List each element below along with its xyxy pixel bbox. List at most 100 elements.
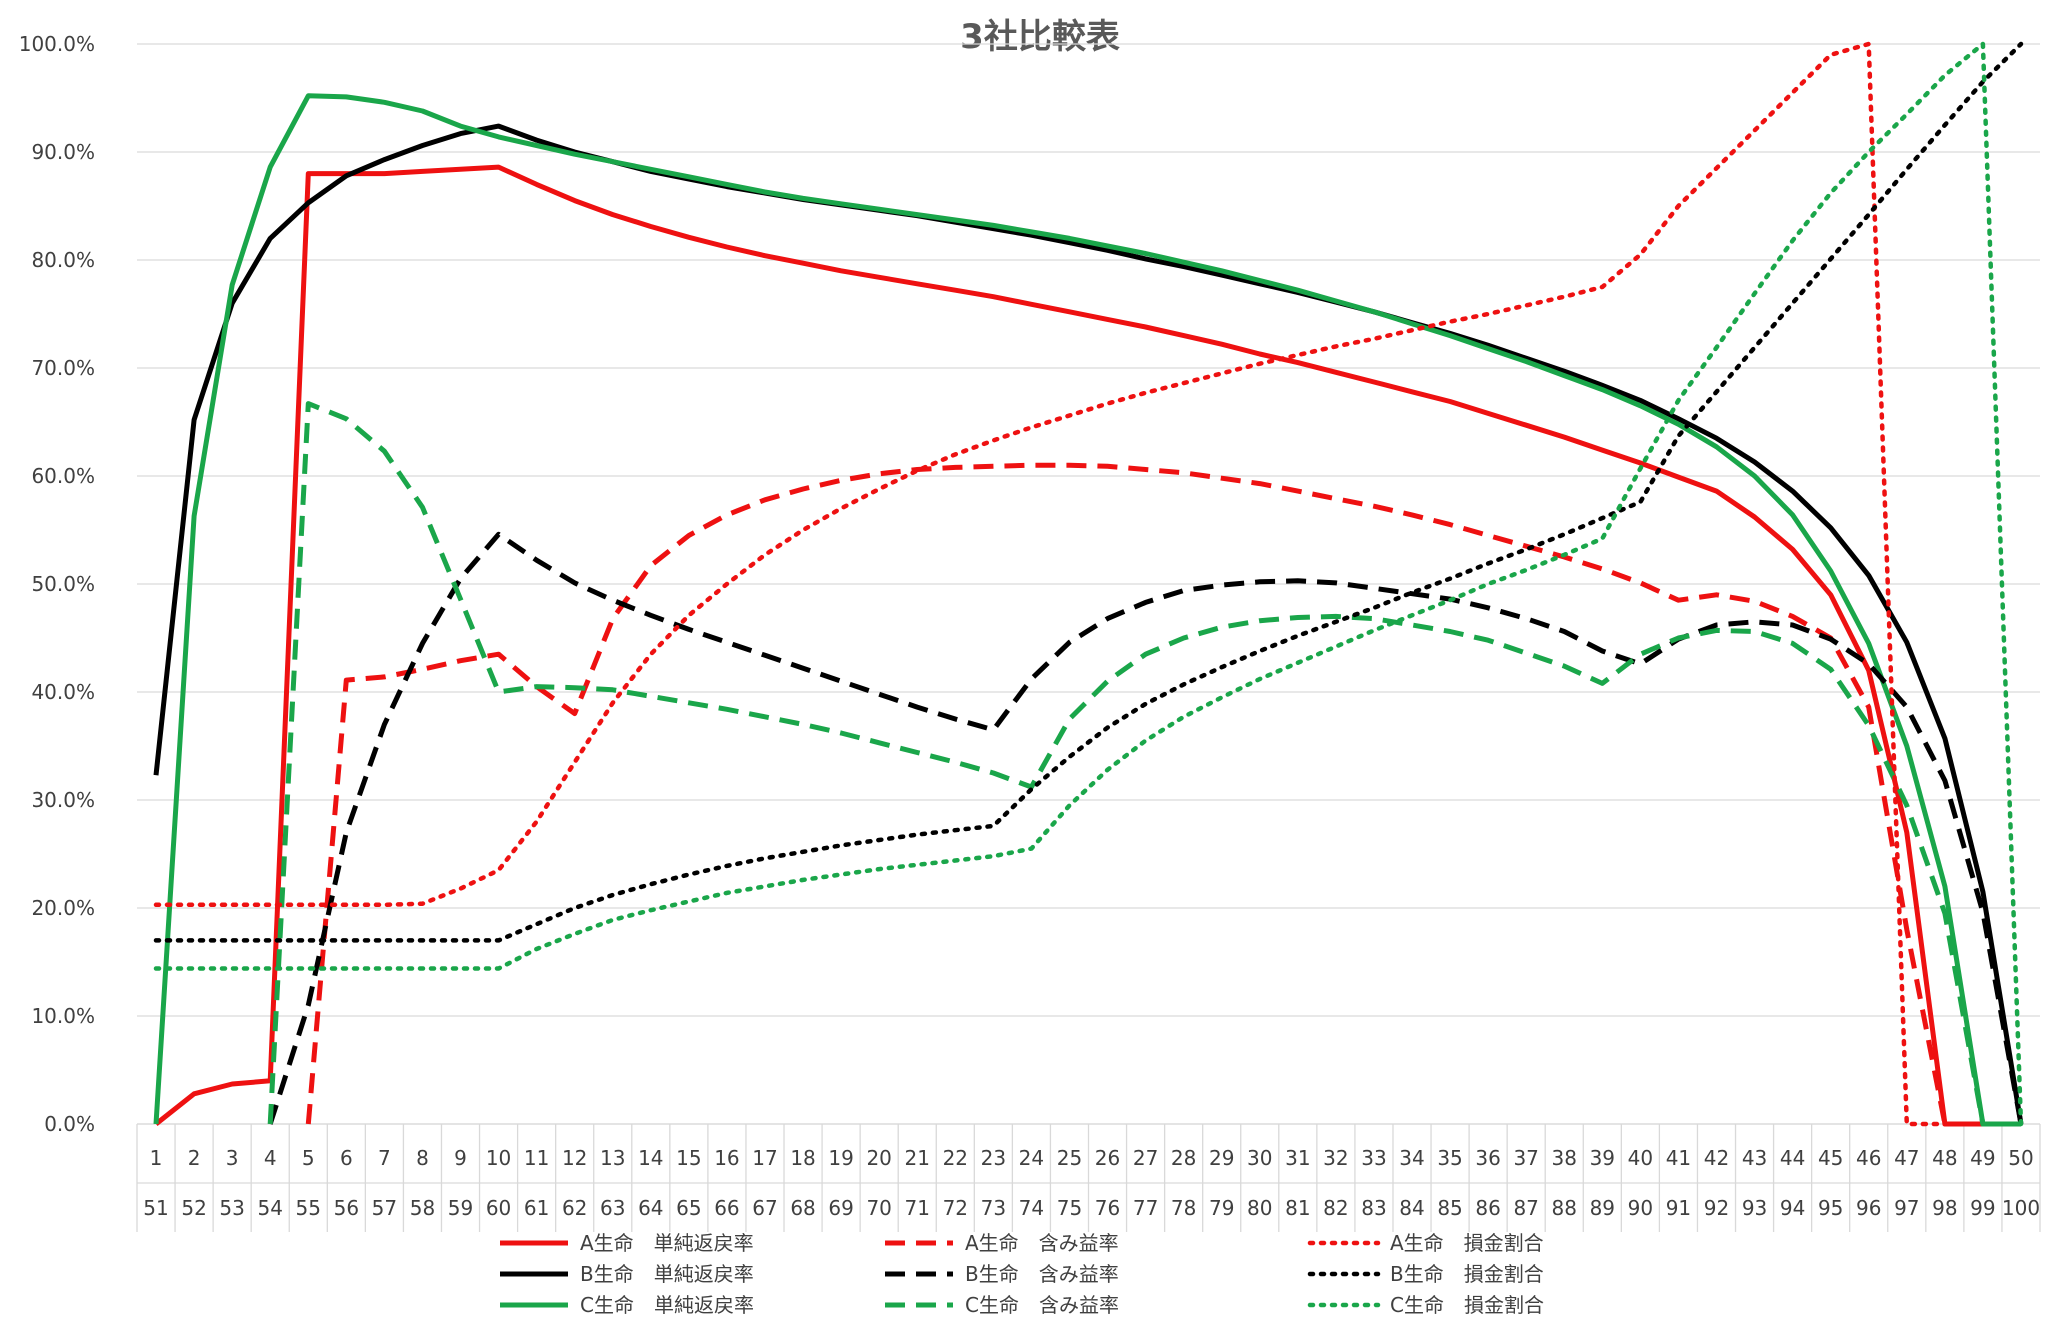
x-tick-label-row2: 98 xyxy=(1932,1196,1957,1220)
x-tick-label-row2: 64 xyxy=(638,1196,663,1220)
x-tick-label-row2: 79 xyxy=(1209,1196,1234,1220)
x-tick-label-row2: 91 xyxy=(1666,1196,1691,1220)
y-tick-label: 20.0% xyxy=(31,896,95,920)
x-tick-label: 3 xyxy=(226,1146,239,1170)
x-tick-label-row2: 55 xyxy=(296,1196,321,1220)
x-axis-table: 1 2 3 4 5 6 7 8 9 10 11 12 13 14 15 16 17 18 19 20 21 22 23 24 2… xyxy=(136,1123,2041,1232)
x-tick-label-row2: 65 xyxy=(676,1196,701,1220)
x-tick-label-row2: 71 xyxy=(905,1196,930,1220)
x-tick-label: 38 xyxy=(1552,1146,1577,1170)
x-tick-label-row2: 62 xyxy=(562,1196,587,1220)
series-lines xyxy=(153,41,2024,1127)
x-tick-label-row2: 86 xyxy=(1475,1196,1500,1220)
x-tick-label: 37 xyxy=(1513,1146,1538,1170)
x-tick-label-row2: 81 xyxy=(1285,1196,1310,1220)
x-tick-label-row2: 54 xyxy=(257,1196,282,1220)
series-line-5 xyxy=(267,531,2024,1125)
x-tick-label-row2: 73 xyxy=(981,1196,1006,1220)
x-tick-label: 12 xyxy=(562,1146,587,1170)
x-tick-label: 27 xyxy=(1133,1146,1158,1170)
x-tick-label-row2: 51 xyxy=(143,1196,168,1220)
x-tick-label-row2: 100 xyxy=(2002,1196,2040,1220)
x-tick-label: 41 xyxy=(1666,1146,1691,1170)
x-tick-label: 13 xyxy=(600,1146,625,1170)
x-tick-label: 47 xyxy=(1894,1146,1919,1170)
series-line-7 xyxy=(153,41,1948,1127)
x-tick-label: 31 xyxy=(1285,1146,1310,1170)
y-tick-label: 80.0% xyxy=(31,248,95,272)
y-tick-label: 60.0% xyxy=(31,464,95,488)
x-tick-label-row2: 59 xyxy=(448,1196,473,1220)
x-tick-label: 33 xyxy=(1361,1146,1386,1170)
y-tick-label: 50.0% xyxy=(31,572,95,596)
x-tick-label-row2: 87 xyxy=(1513,1196,1538,1220)
x-tick-label-row2: 56 xyxy=(334,1196,359,1220)
x-tick-label-row2: 90 xyxy=(1628,1196,1653,1220)
legend-label: B生命 含み益率 xyxy=(965,1262,1119,1286)
x-tick-label-row2: 61 xyxy=(524,1196,549,1220)
x-tick-label-row2: 89 xyxy=(1590,1196,1615,1220)
y-tick-label: 100.0% xyxy=(19,32,95,56)
x-tick-label-row2: 53 xyxy=(219,1196,244,1220)
x-tick-label: 28 xyxy=(1171,1146,1196,1170)
x-tick-label-row2: 72 xyxy=(943,1196,968,1220)
x-tick-label: 8 xyxy=(416,1146,429,1170)
x-tick-label-row2: 63 xyxy=(600,1196,625,1220)
x-tick-label: 39 xyxy=(1590,1146,1615,1170)
x-tick-label: 46 xyxy=(1856,1146,1881,1170)
x-tick-label-row2: 76 xyxy=(1095,1196,1120,1220)
series-line-6 xyxy=(267,401,2021,1127)
x-tick-label: 24 xyxy=(1019,1146,1044,1170)
x-tick-label: 48 xyxy=(1932,1146,1957,1170)
y-tick-label: 40.0% xyxy=(31,680,95,704)
x-tick-label: 2 xyxy=(188,1146,201,1170)
legend-label: B生命 損金割合 xyxy=(1390,1262,1544,1286)
y-tick-label: 0.0% xyxy=(44,1112,95,1136)
legend-label: B生命 単純返戻率 xyxy=(580,1262,754,1286)
x-tick-label: 20 xyxy=(866,1146,891,1170)
x-tick-label-row2: 58 xyxy=(410,1196,435,1220)
x-tick-label: 26 xyxy=(1095,1146,1120,1170)
x-tick-label: 32 xyxy=(1323,1146,1348,1170)
x-tick-label: 22 xyxy=(943,1146,968,1170)
x-tick-label: 45 xyxy=(1818,1146,1843,1170)
x-tick-label: 30 xyxy=(1247,1146,1272,1170)
x-tick-label: 34 xyxy=(1399,1146,1424,1170)
series-line-3 xyxy=(153,93,2021,1127)
x-tick-label: 15 xyxy=(676,1146,701,1170)
x-tick-label-row2: 99 xyxy=(1970,1196,1995,1220)
series-line-9 xyxy=(153,41,2024,1127)
x-tick-label: 50 xyxy=(2008,1146,2033,1170)
x-tick-label: 23 xyxy=(981,1146,1006,1170)
series-line-8 xyxy=(153,41,2024,943)
x-tick-label-row2: 93 xyxy=(1742,1196,1767,1220)
y-tick-label: 90.0% xyxy=(31,140,95,164)
x-tick-label: 5 xyxy=(302,1146,315,1170)
series-line-4 xyxy=(305,462,1948,1125)
x-tick-label: 10 xyxy=(486,1146,511,1170)
grid xyxy=(137,43,2040,1125)
chart-title: 3社比較表 xyxy=(960,17,1120,57)
x-tick-label: 43 xyxy=(1742,1146,1767,1170)
x-tick-label-row2: 74 xyxy=(1019,1196,1044,1220)
x-tick-label-row2: 92 xyxy=(1704,1196,1729,1220)
x-tick-label: 49 xyxy=(1970,1146,1995,1170)
legend-label: A生命 含み益率 xyxy=(965,1231,1119,1255)
legend: A生命 単純返戻率 B生命 単純返戻率 C生命 単純返戻率 A生命 含み益率 B生命 含… xyxy=(500,1231,1544,1317)
x-tick-label: 17 xyxy=(752,1146,777,1170)
x-tick-label-row2: 95 xyxy=(1818,1196,1843,1220)
x-tick-label-row2: 88 xyxy=(1552,1196,1577,1220)
legend-label: C生命 単純返戻率 xyxy=(580,1293,754,1317)
x-tick-label-row2: 96 xyxy=(1856,1196,1881,1220)
x-tick-label: 40 xyxy=(1628,1146,1653,1170)
x-tick-label-row2: 78 xyxy=(1171,1196,1196,1220)
x-tick-label-row2: 75 xyxy=(1057,1196,1082,1220)
x-tick-label-row2: 66 xyxy=(714,1196,739,1220)
legend-label: C生命 含み益率 xyxy=(965,1293,1119,1317)
x-tick-label-row2: 68 xyxy=(790,1196,815,1220)
x-tick-label-row2: 80 xyxy=(1247,1196,1272,1220)
series-line-2 xyxy=(153,123,2024,1125)
x-tick-label: 36 xyxy=(1475,1146,1500,1170)
x-tick-label-row2: 69 xyxy=(828,1196,853,1220)
